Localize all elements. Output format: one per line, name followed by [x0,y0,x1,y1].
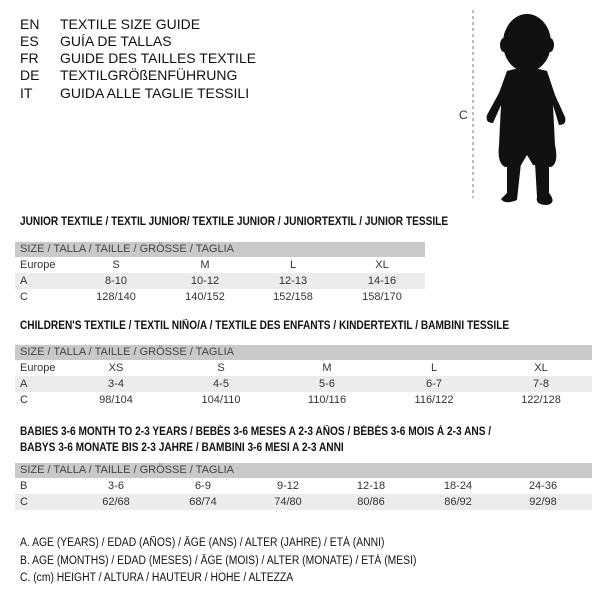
lang-title: GUIDE DES TAILLES TEXTILE [60,50,257,66]
cell: 8-10 [104,275,128,287]
row-label: C [20,394,28,406]
cell: 68/74 [189,496,217,508]
height-label: C [459,108,468,122]
babies-size-table: SIZE / TALLA / TAILLE / GRÖSSE / TAGLIA … [15,463,592,510]
babies-section-title-line1: BABIES 3-6 MONTH TO 2-3 YEARS / BEBÉS 3-… [20,426,492,438]
cell: 3-6 [108,480,124,492]
cell: 12-18 [356,480,386,492]
legend-a: A. AGE (YEARS) / EDAD (AÑOS) / ÂGE (ANS)… [20,537,385,549]
row-label: Europe [20,259,56,271]
cell: 110/116 [307,394,347,406]
cell: XS [108,362,124,374]
cell: M [322,362,332,374]
cell: 152/158 [273,291,313,303]
cell: 104/110 [201,394,241,406]
cell: 98/104 [99,394,133,406]
child-silhouette-figure: C [459,10,566,205]
cell: 86/92 [444,496,472,508]
cell: M [200,259,210,271]
lang-title: GUIDA ALLE TAGLIE TESSILI [60,85,250,101]
lang-title: TEXTILE SIZE GUIDE [60,16,201,32]
table-row: A 8-10 10-12 12-13 14-16 [15,273,425,289]
cell: 3-4 [108,378,124,390]
lang-title: TEXTILGRÖßENFÜHRUNG [60,67,238,83]
table-row: C 128/140 140/152 152/158 158/170 [15,289,425,305]
cell: 7-8 [533,378,549,390]
babies-section-title-line2: BABYS 3-6 MONATE BIS 2-3 JAHRE / BAMBINI… [20,442,344,454]
row-label: C [20,496,28,508]
table-row: C 98/104 104/110 110/116 116/122 122/128 [15,392,592,408]
table-row: Europe S M L XL [15,257,425,273]
children-section-title: CHILDREN'S TEXTILE / TEXTIL NIÑO/A / TEX… [20,320,510,332]
lang-code: ES [20,33,39,49]
cell: 5-6 [319,378,335,390]
lang-title: GUÍA DE TALLAS [60,33,172,49]
lang-fr: FR GUIDE DES TAILLES TEXTILE [20,50,256,67]
cell: 140/152 [185,291,225,303]
cell: 128/140 [96,291,136,303]
cell: 14-16 [367,275,397,287]
lang-code: DE [20,67,40,83]
table-row: C 62/68 68/74 74/80 80/86 86/92 92/98 [15,494,592,510]
cell: 6-9 [195,480,211,492]
cell: S [112,259,120,271]
cell: 122/128 [521,394,561,406]
cell: 12-13 [278,275,308,287]
lang-code: EN [20,16,40,32]
cell: 18-24 [443,480,473,492]
table-row: Europe XS S M L XL [15,360,592,376]
table-header: SIZE / TALLA / TAILLE / GRÖSSE / TAGLIA [15,463,592,478]
cell: 62/68 [102,496,130,508]
lang-code: IT [20,85,33,101]
cell: 10-12 [190,275,220,287]
junior-section-title: JUNIOR TEXTILE / TEXTIL JUNIOR/ TEXTILE … [20,216,449,228]
cell: XL [534,362,548,374]
table-header: SIZE / TALLA / TAILLE / GRÖSSE / TAGLIA [15,345,592,360]
cell: L [289,259,297,271]
row-label: Europe [20,362,56,374]
cell: 116/122 [414,394,454,406]
cell: S [217,362,225,374]
lang-en: EN TEXTILE SIZE GUIDE [20,16,200,33]
row-label: B [20,480,28,492]
children-size-table: SIZE / TALLA / TAILLE / GRÖSSE / TAGLIA … [15,345,592,408]
lang-code: FR [20,50,39,66]
row-label: A [20,378,28,390]
cell: XL [375,259,389,271]
cell: 4-5 [213,378,229,390]
child-silhouette-icon [486,14,566,205]
row-label: C [20,291,28,303]
lang-it: IT GUIDA ALLE TAGLIE TESSILI [20,85,249,102]
cell: 80/86 [357,496,385,508]
cell: 74/80 [274,496,302,508]
cell: 9-12 [276,480,300,492]
table-header: SIZE / TALLA / TAILLE / GRÖSSE / TAGLIA [15,242,425,257]
row-label: A [20,275,28,287]
legend-c: C. (cm) HEIGHT / ALTURA / HAUTEUR / HÖHE… [20,572,294,584]
table-row: B 3-6 6-9 9-12 12-18 18-24 24-36 [15,478,592,494]
cell: 92/98 [529,496,557,508]
cell: 6-7 [426,378,442,390]
legend-b: B. AGE (MONTHS) / EDAD (MESES) / ÂGE (MO… [20,555,417,567]
cell: 158/170 [362,291,402,303]
table-row: A 3-4 4-5 5-6 6-7 7-8 [15,376,592,392]
lang-de: DE TEXTILGRÖßENFÜHRUNG [20,67,237,84]
cell: L [430,362,438,374]
cell: 24-36 [528,480,558,492]
lang-es: ES GUÍA DE TALLAS [20,33,172,50]
junior-size-table: SIZE / TALLA / TAILLE / GRÖSSE / TAGLIA … [15,242,425,305]
